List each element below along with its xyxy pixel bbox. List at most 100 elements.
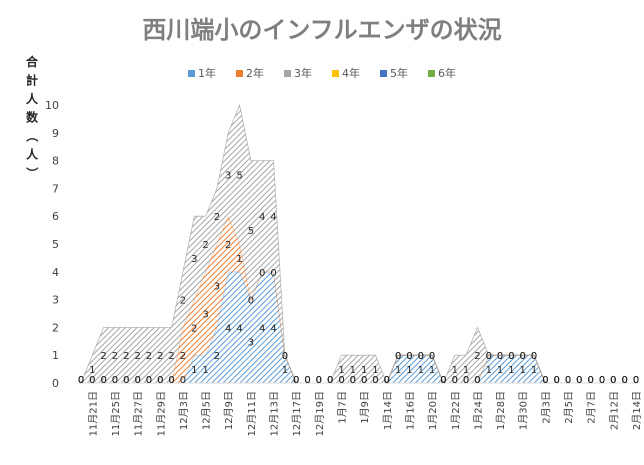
- data-label: 2: [157, 351, 163, 362]
- data-label: 0: [282, 351, 288, 362]
- data-label: 0: [157, 375, 163, 386]
- data-label: 0: [100, 375, 106, 386]
- data-label: 0: [520, 351, 526, 362]
- data-label: 2: [214, 351, 220, 362]
- data-label: 0: [78, 375, 84, 386]
- data-label: 0: [384, 375, 390, 386]
- data-label: 2: [123, 351, 129, 362]
- y-tick-label: 4: [52, 266, 59, 279]
- data-label: 0: [395, 351, 401, 362]
- data-label: 0: [588, 375, 594, 386]
- legend-label: 4年: [342, 66, 360, 80]
- data-label: 2: [100, 351, 106, 362]
- y-tick-label: 10: [45, 99, 59, 112]
- data-label: 0: [565, 375, 571, 386]
- data-label: 3: [214, 282, 220, 293]
- data-label: 0: [168, 375, 174, 386]
- y-tick-label: 0: [52, 377, 59, 390]
- data-label: 0: [418, 351, 424, 362]
- data-label: 0: [282, 351, 288, 362]
- data-label: 0: [134, 375, 140, 386]
- data-label: 0: [576, 375, 582, 386]
- data-label: 0: [418, 351, 424, 362]
- y-tick-label: 3: [52, 294, 59, 307]
- data-label: 0: [146, 375, 152, 386]
- data-label: 0: [361, 375, 367, 386]
- data-label: 1: [372, 365, 378, 376]
- x-tick-label: 12月13日: [269, 391, 281, 436]
- x-tick-label: 2月7日: [586, 391, 598, 424]
- data-label: 1: [452, 365, 458, 376]
- y-axis-label-char: 人: [26, 147, 39, 162]
- data-label: 0: [588, 375, 594, 386]
- data-label: 0: [554, 375, 560, 386]
- data-label: 0: [486, 351, 492, 362]
- chart-title: 西川端小のインフルエンザの状況: [142, 16, 501, 44]
- data-label: 0: [316, 375, 322, 386]
- data-label: 2: [168, 351, 174, 362]
- x-tick-label: 12月17日: [291, 391, 303, 436]
- data-label: 0: [531, 351, 537, 362]
- legend-swatch: [236, 70, 243, 77]
- data-label: 0: [123, 375, 129, 386]
- data-label: 0: [610, 375, 616, 386]
- data-label: 1: [463, 365, 469, 376]
- data-label: 4: [270, 323, 276, 334]
- x-tick-label: 12月19日: [314, 391, 326, 436]
- data-label: 0: [531, 351, 537, 362]
- data-label: 1: [497, 365, 503, 376]
- data-label: 1: [202, 365, 208, 376]
- legend-swatch: [380, 70, 387, 77]
- y-axis-label-char: （: [25, 130, 40, 142]
- data-label: 1: [520, 365, 526, 376]
- data-label: 4: [236, 323, 242, 334]
- data-label: 0: [327, 375, 333, 386]
- area-series-3: [81, 105, 636, 383]
- data-label: 0: [599, 375, 605, 386]
- data-label: 4: [259, 212, 265, 223]
- data-label: 0: [304, 375, 310, 386]
- data-label: 0: [112, 375, 118, 386]
- data-label: 0: [463, 375, 469, 386]
- x-tick-label: 1月14日: [382, 391, 394, 430]
- data-label: 0: [565, 375, 571, 386]
- data-label: 1: [395, 365, 401, 376]
- data-label: 0: [576, 375, 582, 386]
- data-label: 0: [429, 351, 435, 362]
- data-label: 0: [316, 375, 322, 386]
- x-tick-label: 1月9日: [359, 391, 371, 424]
- plot-areas: [80, 103, 636, 385]
- x-tick-label: 12月3日: [178, 391, 190, 430]
- data-label: 1: [361, 365, 367, 376]
- x-tick-label: 11月25日: [110, 391, 122, 436]
- area-series-2: [81, 216, 636, 383]
- data-label: 2: [202, 240, 208, 251]
- data-label: 0: [599, 375, 605, 386]
- data-label: 0: [452, 375, 458, 386]
- data-label: 0: [89, 375, 95, 386]
- data-label: 0: [588, 375, 594, 386]
- data-label: 1: [429, 365, 435, 376]
- data-label: 1: [191, 365, 197, 376]
- data-label: 1: [338, 365, 344, 376]
- x-tick-label: 1月20日: [427, 391, 439, 430]
- data-label: 0: [146, 375, 152, 386]
- legend-label: 1年: [198, 66, 216, 80]
- data-label: 0: [610, 375, 616, 386]
- y-tick-label: 9: [52, 127, 59, 140]
- x-tick-label: 12月11日: [246, 391, 258, 436]
- data-label: 0: [599, 375, 605, 386]
- x-tick-label: 1月7日: [337, 391, 349, 424]
- data-label: 3: [202, 310, 208, 321]
- x-tick-label: 1月30日: [518, 391, 530, 430]
- data-label: 2: [146, 351, 152, 362]
- data-label: 0: [304, 375, 310, 386]
- data-label: 0: [542, 375, 548, 386]
- y-tick-label: 8: [52, 155, 59, 168]
- data-label: 0: [304, 375, 310, 386]
- data-label: 0: [406, 351, 412, 362]
- data-label: 0: [293, 375, 299, 386]
- data-label: 0: [78, 375, 84, 386]
